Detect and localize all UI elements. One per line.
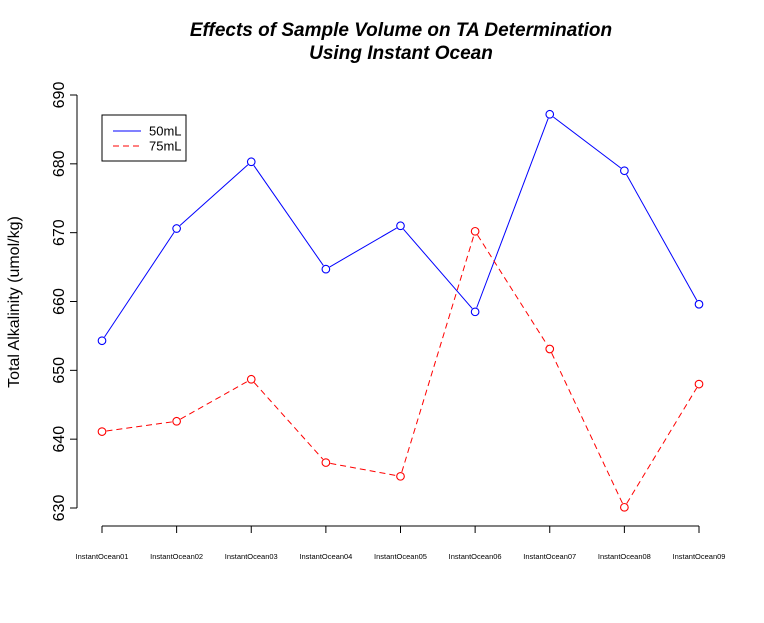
chart-title-line-2: Using Instant Ocean [309,43,493,64]
data-point [97,427,107,436]
y-tick-label: 690 [51,82,68,109]
series-line-segment [253,382,324,460]
series-line-segment [106,421,173,432]
x-tick-label: InstantOcean01 [76,552,129,561]
x-tick-label: InstantOcean07 [523,552,576,561]
x-axis: InstantOcean01 InstantOcean02 InstantOcean… [76,525,726,561]
data-point [470,307,480,317]
data-point [97,336,107,346]
series-line-segment [329,227,397,268]
series-line-segment [403,228,473,309]
legend-label-75ml: 75mL [149,139,182,154]
data-point [694,299,704,309]
series-line-segment [180,381,248,420]
x-tick-label: InstantOcean03 [225,552,278,561]
chart-title-line-1: Effects of Sample Volume on TA Determina… [190,20,612,41]
data-point [396,471,405,481]
series-line-segment [476,118,549,308]
x-tick-label: InstantOcean09 [673,552,726,561]
legend-label-50ml: 50mL [149,124,182,139]
series-line-segment [179,164,249,226]
x-tick-label: InstantOcean05 [374,552,427,561]
data-point [470,226,480,236]
legend-box [101,114,187,162]
series-50ml [97,109,704,346]
series-line-segment [477,234,548,346]
y-tick-label: 670 [51,219,68,246]
series-line-segment [551,352,623,504]
series-line-segment [626,387,698,504]
data-point [246,157,256,167]
x-tick-label: InstantOcean04 [299,552,352,561]
y-tick-label: 630 [51,495,68,522]
y-tick-label: 640 [51,426,68,453]
y-axis: 630 640 650 660 670 680 690 [51,82,78,522]
series-line-segment [330,462,397,477]
x-tick-label: InstantOcean06 [449,552,502,561]
series-line-segment [553,116,622,169]
data-point [321,458,331,467]
series-line-segment [253,165,324,266]
legend: 50mL 75mL [101,114,187,162]
y-tick-label: 660 [51,288,68,315]
series-line-segment [626,174,698,301]
series-layer [97,109,704,512]
series-line-segment [104,232,175,338]
data-point [620,166,629,176]
y-axis-label: Total Alkalinity (umol/kg) [6,216,23,388]
x-tick-label: InstantOcean02 [150,552,203,561]
data-point [172,416,181,426]
data-point [396,221,405,231]
data-point [620,502,629,512]
data-point [321,264,331,274]
data-point [172,224,181,233]
data-point [545,109,555,119]
series-line-segment [401,235,475,473]
data-point [545,344,555,354]
x-tick-label: InstantOcean08 [598,552,651,561]
series-75ml [97,226,704,512]
data-point [694,379,704,389]
data-point [246,374,256,384]
y-tick-label: 650 [51,357,68,384]
y-tick-label: 680 [51,150,68,177]
